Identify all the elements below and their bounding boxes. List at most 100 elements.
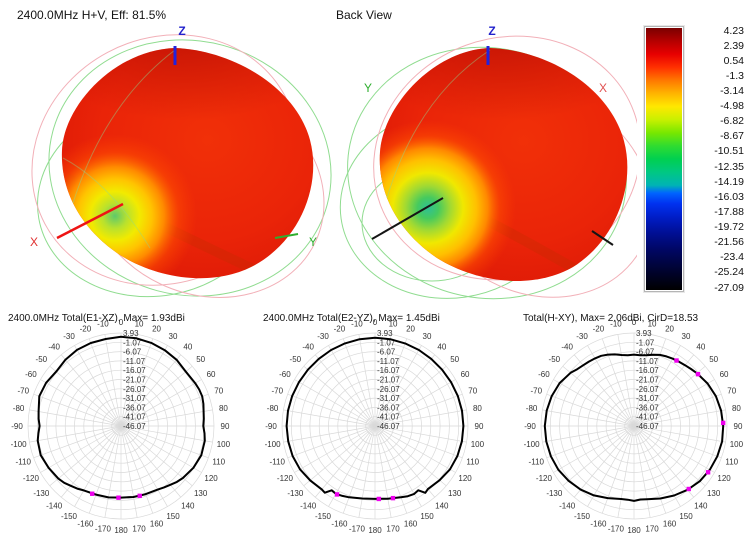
angle-tick-label: 50 bbox=[709, 355, 718, 364]
polar-grid-spoke bbox=[283, 409, 376, 427]
polar-grid-spoke bbox=[120, 409, 213, 427]
polar-grid bbox=[540, 332, 728, 520]
angle-tick-label: -40 bbox=[302, 342, 314, 351]
angle-tick-label: -120 bbox=[536, 474, 553, 483]
polar-grid-spoke bbox=[633, 393, 722, 427]
polar-grid-spoke bbox=[33, 393, 122, 427]
angle-tick-label: -80 bbox=[526, 404, 538, 413]
polar-grid-spoke bbox=[342, 338, 376, 427]
blob-null-dip bbox=[379, 120, 516, 281]
angle-tick-label: -60 bbox=[538, 370, 550, 379]
polar-grid-spoke bbox=[88, 425, 122, 514]
polar-grid-spoke bbox=[374, 409, 467, 427]
angle-tick-label: 10 bbox=[135, 320, 144, 329]
polar-grid bbox=[27, 332, 215, 520]
angle-tick-label: -70 bbox=[271, 386, 283, 395]
angle-tick-label: -10 bbox=[610, 320, 622, 329]
angle-tick-label: -130 bbox=[33, 489, 50, 498]
polar-grid-spoke bbox=[120, 425, 154, 514]
polar-grid-spoke bbox=[303, 365, 376, 427]
radial-tick-label: -11.07 bbox=[636, 357, 659, 366]
radial-tick-label: -21.07 bbox=[636, 376, 659, 385]
radial-tick-label: -41.07 bbox=[123, 413, 146, 422]
polar-grid-spoke bbox=[120, 354, 182, 427]
angle-tick-label: 40 bbox=[183, 342, 192, 351]
polar-grid-spoke bbox=[120, 334, 138, 427]
polar-grid-spoke bbox=[374, 425, 392, 518]
angle-tick-label: 140 bbox=[694, 502, 708, 511]
angle-tick-label: -130 bbox=[546, 489, 563, 498]
radial-tick-label: -31.07 bbox=[636, 394, 659, 403]
polar-grid-spoke bbox=[633, 425, 726, 443]
pattern-marker bbox=[90, 491, 95, 496]
radial-tick-label: -36.07 bbox=[636, 403, 659, 412]
polar-grid-spoke bbox=[283, 425, 376, 443]
angle-tick-label: -50 bbox=[549, 355, 561, 364]
radial-tick-label: -1.07 bbox=[123, 338, 142, 347]
angle-tick-label: 90 bbox=[221, 422, 230, 431]
polar-grid-spoke bbox=[633, 425, 722, 459]
colorbar-tick-label: -21.56 bbox=[714, 236, 744, 249]
angle-tick-label: 0 bbox=[119, 318, 124, 327]
radial-tick-label: -21.07 bbox=[123, 376, 146, 385]
y-axis-label: Y bbox=[364, 81, 372, 95]
angle-tick-label: 20 bbox=[152, 324, 161, 333]
polar-grid-spoke bbox=[120, 365, 193, 427]
polar-grid-spoke bbox=[573, 354, 635, 427]
angle-tick-label: 10 bbox=[648, 320, 657, 329]
y-axis-label: Y bbox=[309, 235, 317, 249]
angle-tick-label: -160 bbox=[590, 520, 607, 529]
polar-grid-spoke bbox=[374, 425, 463, 459]
angle-tick-label: -70 bbox=[530, 386, 542, 395]
polar-chart-title-hxy: Total(H-XY), Max= 2.06dBi, CirD=18.53 bbox=[523, 313, 699, 324]
polar-grid-spoke bbox=[374, 425, 456, 473]
polar-grid-spoke bbox=[294, 379, 376, 427]
polar-grid-spoke bbox=[633, 425, 681, 507]
angle-tick-label: 60 bbox=[207, 370, 216, 379]
polar-grid-spoke bbox=[29, 425, 122, 443]
angle-tick-label: 100 bbox=[471, 440, 485, 449]
angle-tick-label: -10 bbox=[97, 320, 109, 329]
angle-tick-label: -150 bbox=[574, 512, 591, 521]
angle-tick-label: 20 bbox=[665, 324, 674, 333]
pattern-marker bbox=[695, 371, 701, 377]
polar-grid-spoke bbox=[633, 425, 651, 518]
polar-grid-spoke bbox=[542, 409, 635, 427]
polar-grid-spoke bbox=[374, 393, 463, 427]
radial-tick-label: -31.07 bbox=[377, 394, 400, 403]
angle-tick-label: -60 bbox=[25, 370, 37, 379]
angle-tick-label: 120 bbox=[204, 474, 218, 483]
colorbar-tick-label: -10.51 bbox=[714, 145, 744, 158]
angle-tick-label: -150 bbox=[61, 512, 78, 521]
radial-tick-label: -31.07 bbox=[123, 394, 146, 403]
angle-tick-label: 150 bbox=[420, 512, 434, 521]
polar-grid-spoke bbox=[617, 334, 635, 427]
polar-grid bbox=[281, 332, 469, 520]
back-view-title: Back View bbox=[336, 8, 392, 22]
angle-tick-label: 0 bbox=[373, 318, 378, 327]
angle-tick-label: -130 bbox=[287, 489, 304, 498]
angle-tick-label: 70 bbox=[468, 386, 477, 395]
polar-grid-spoke bbox=[33, 425, 122, 459]
angle-tick-label: -10 bbox=[351, 320, 363, 329]
pattern-marker bbox=[116, 495, 121, 500]
angle-tick-label: -20 bbox=[334, 324, 346, 333]
polar-chart-hxy: -170-160-150-140-130-120-110-100-90-80-7… bbox=[524, 318, 744, 533]
angle-tick-label: 60 bbox=[720, 370, 729, 379]
angle-tick-label: -110 bbox=[270, 458, 286, 467]
polar-grid-spoke bbox=[120, 425, 213, 443]
radial-tick-label: -46.07 bbox=[377, 422, 400, 431]
angle-tick-label: 160 bbox=[150, 520, 164, 529]
angle-tick-label: 100 bbox=[730, 440, 744, 449]
polar-grid-spoke bbox=[374, 338, 408, 427]
polar-grid-spoke bbox=[374, 425, 467, 443]
angle-tick-label: 120 bbox=[717, 474, 731, 483]
y-axis-line bbox=[274, 233, 299, 239]
colorbar-tick-label: -3.14 bbox=[720, 84, 744, 97]
radial-tick-label: -16.07 bbox=[377, 366, 400, 375]
angle-tick-label: 130 bbox=[448, 489, 462, 498]
angle-tick-label: 20 bbox=[406, 324, 415, 333]
radial-tick-label: -36.07 bbox=[123, 403, 146, 412]
angle-tick-label: 80 bbox=[219, 404, 228, 413]
radial-tick-label: -26.07 bbox=[377, 385, 400, 394]
